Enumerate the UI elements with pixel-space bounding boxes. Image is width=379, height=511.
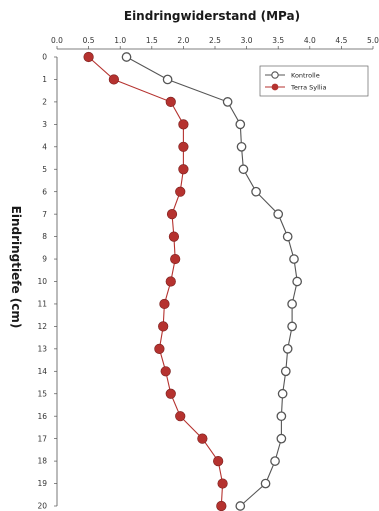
legend-marker xyxy=(271,71,279,79)
data-point xyxy=(165,96,176,107)
data-point xyxy=(287,321,297,332)
x-tick-label: 1.0 xyxy=(114,36,126,45)
legend-box xyxy=(259,65,369,97)
data-point xyxy=(108,74,119,85)
legend-label: Terra Syllia xyxy=(290,83,327,91)
x-tick-label: 0.0 xyxy=(51,36,63,45)
y-tick-label: 13 xyxy=(37,344,47,353)
data-point xyxy=(165,276,176,287)
data-point xyxy=(178,141,189,152)
y-tick-label: 9 xyxy=(42,255,47,264)
data-point xyxy=(277,388,288,399)
data-point xyxy=(270,456,280,466)
data-point xyxy=(217,478,228,489)
y-tick-label: 8 xyxy=(42,232,47,241)
data-point xyxy=(282,343,293,354)
data-point xyxy=(197,433,208,444)
x-tick-label: 0.5 xyxy=(83,36,95,45)
data-point xyxy=(158,321,169,332)
series-layer xyxy=(83,51,303,511)
data-point xyxy=(165,388,176,399)
chart-title: Eindringwiderstand (MPa) xyxy=(124,9,300,23)
y-tick-label: 17 xyxy=(37,434,47,443)
x-tick-label: 4.5 xyxy=(335,36,347,45)
data-point xyxy=(175,186,186,197)
data-point xyxy=(170,253,181,265)
data-point xyxy=(175,411,186,422)
data-point xyxy=(289,254,299,264)
y-tick-label: 0 xyxy=(42,53,47,62)
legend-item: Terra Syllia xyxy=(265,83,327,91)
data-point xyxy=(292,276,303,287)
x-tick-label: 4.0 xyxy=(304,36,316,45)
data-point xyxy=(273,209,284,219)
legend: Kontrolle Terra Syllia xyxy=(259,65,369,97)
data-point xyxy=(168,231,180,242)
data-point xyxy=(282,231,293,242)
data-point xyxy=(83,51,94,63)
data-point xyxy=(260,478,271,489)
data-point xyxy=(213,456,224,467)
y-tick-label: 2 xyxy=(42,98,47,107)
data-point xyxy=(235,119,246,130)
series-kontrolle xyxy=(121,52,303,511)
y-tick-label: 1 xyxy=(42,75,47,84)
data-point xyxy=(178,164,189,175)
x-tick-label: 1.5 xyxy=(146,36,158,45)
legend-label: Kontrolle xyxy=(291,71,320,79)
data-point xyxy=(222,97,233,107)
data-point xyxy=(280,366,291,377)
y-tick-label: 4 xyxy=(42,142,47,151)
legend-marker xyxy=(271,83,279,91)
axes: 0.0 0.5 1.0 1.5 2.0 2.5 3.0 3.5 4.0 4.5 5.00123456… xyxy=(37,36,379,511)
y-tick-label: 16 xyxy=(37,412,47,421)
data-point xyxy=(236,141,247,152)
data-point xyxy=(238,164,249,175)
data-point xyxy=(235,501,246,511)
legend-item: Kontrolle xyxy=(265,71,320,79)
data-point xyxy=(159,298,170,310)
x-tick-label: 5.0 xyxy=(367,36,379,45)
data-point xyxy=(162,74,173,85)
y-tick-label: 20 xyxy=(37,502,47,511)
data-point xyxy=(160,366,171,377)
data-point xyxy=(251,186,261,197)
series-line xyxy=(126,56,298,507)
x-tick-label: 2.5 xyxy=(209,36,221,45)
data-point xyxy=(121,52,132,62)
y-tick-label: 6 xyxy=(42,187,47,196)
data-point xyxy=(276,433,287,444)
y-tick-label: 19 xyxy=(37,479,47,488)
data-point xyxy=(178,119,189,130)
series-terra-syllia xyxy=(83,51,228,511)
data-point xyxy=(287,299,297,309)
y-tick-label: 5 xyxy=(42,165,47,174)
y-tick-label: 14 xyxy=(37,367,47,376)
y-tick-label: 18 xyxy=(37,457,47,466)
data-point xyxy=(154,343,165,354)
data-point xyxy=(166,209,178,220)
y-tick-label: 3 xyxy=(42,120,47,129)
x-tick-label: 3.5 xyxy=(272,36,284,45)
y-axis-label: Eindringtiefe (cm) xyxy=(9,206,23,329)
y-tick-label: 12 xyxy=(37,322,47,331)
y-tick-label: 11 xyxy=(37,300,47,309)
y-tick-label: 7 xyxy=(42,210,47,219)
y-tick-label: 10 xyxy=(37,277,47,286)
data-point xyxy=(276,411,287,422)
x-tick-label: 2.0 xyxy=(177,36,189,45)
x-tick-label: 3.0 xyxy=(241,36,253,45)
data-point xyxy=(216,500,227,511)
y-tick-label: 15 xyxy=(37,389,47,398)
